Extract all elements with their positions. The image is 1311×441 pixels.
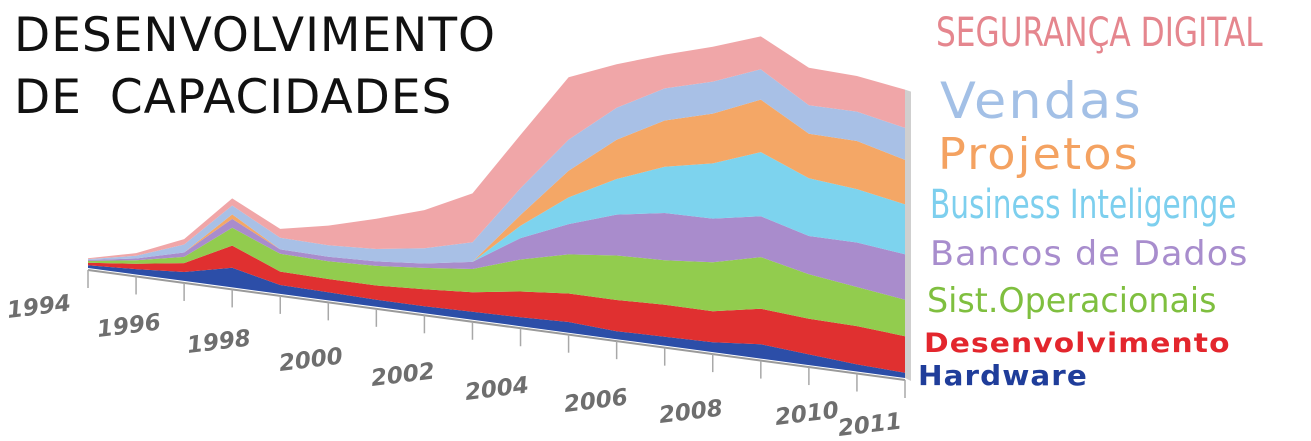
area-layers bbox=[88, 36, 911, 381]
legend-item-sist-operacionais: Sist.Operacionais bbox=[927, 281, 1217, 321]
area-series-vendas bbox=[88, 69, 905, 264]
legend-item-vendas: Vendas bbox=[940, 72, 1143, 130]
area-series-seguran-a-digital bbox=[88, 36, 905, 260]
x-tick-label: 2000 bbox=[278, 343, 345, 377]
chart-end-cap bbox=[905, 89, 911, 381]
x-tick-label: 2002 bbox=[370, 358, 437, 392]
x-tick-label: 2004 bbox=[464, 372, 531, 406]
legend-item-bancos-de-dados: Bancos de Dados bbox=[930, 234, 1249, 274]
x-tick-label: 1998 bbox=[186, 325, 253, 359]
chart-title-line-2: DE CAPACIDADES bbox=[14, 70, 453, 125]
x-tick-label: 1996 bbox=[96, 309, 163, 343]
x-tick-label: 2008 bbox=[658, 395, 725, 429]
area-series-sist-operacionais bbox=[88, 227, 905, 337]
area-series-bancos-de-dados bbox=[88, 213, 905, 300]
area-series-desenvolvimento bbox=[88, 245, 905, 373]
x-axis-line bbox=[87, 269, 906, 381]
legend-item-desenvolvimento: Desenvolvimento bbox=[924, 328, 1231, 359]
x-tick-label: 2010 bbox=[774, 397, 841, 431]
x-tick-label: 2011 bbox=[837, 408, 904, 437]
x-tick-label: 2006 bbox=[563, 384, 630, 418]
legend-item-hardware: Hardware bbox=[918, 359, 1088, 392]
x-tick-label: 1994 bbox=[6, 290, 73, 324]
legend-item-business-inteligenge: Business Inteligenge bbox=[930, 182, 1237, 228]
area-series-projetos bbox=[88, 99, 905, 264]
legend-item-projetos: Projetos bbox=[938, 129, 1140, 180]
area-series-business-inteligenge bbox=[88, 152, 905, 264]
legend-item-seguranca-digital: SEGURANÇA DIGITAL bbox=[936, 10, 1263, 56]
chart-title-line-1: DESENVOLVIMENTO bbox=[14, 8, 497, 63]
area-series-hardware bbox=[88, 265, 905, 378]
